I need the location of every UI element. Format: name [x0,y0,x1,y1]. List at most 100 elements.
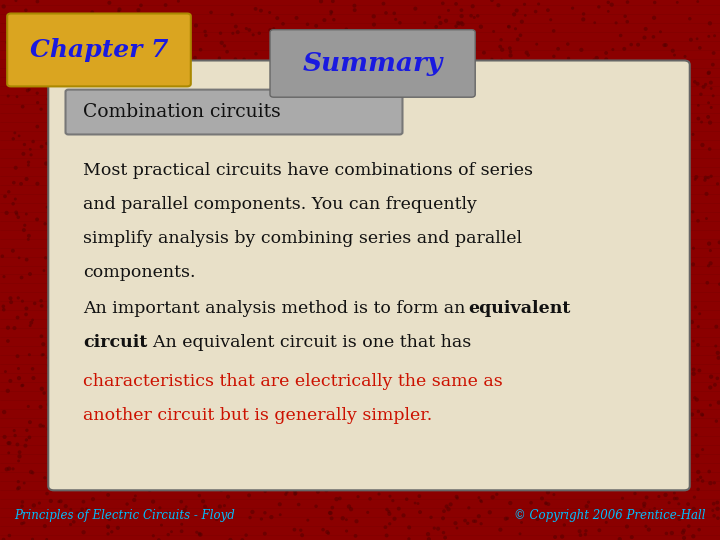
Point [70,65,81,73]
Point [296,221,307,230]
Point [261,85,272,94]
Point [634,165,645,173]
Point [490,162,502,171]
Point [668,296,680,305]
Point [248,255,260,264]
Point [237,536,248,540]
Point [495,327,506,335]
Point [14,253,25,262]
Point [447,391,459,400]
Point [318,211,329,220]
Point [460,352,472,361]
Point [71,434,83,443]
Point [663,498,675,507]
Point [328,99,339,107]
Point [270,185,282,194]
Point [284,424,295,433]
Point [700,80,711,89]
Point [415,354,426,362]
Point [178,508,189,517]
Point [582,498,594,507]
Point [642,368,653,376]
Point [93,63,104,71]
Point [648,192,660,201]
Point [481,215,492,224]
Point [607,366,618,375]
Point [183,77,194,85]
Point [77,454,89,462]
Point [623,199,634,207]
Point [27,374,39,382]
Point [265,218,276,227]
Point [368,355,379,364]
Point [440,17,451,25]
Point [615,240,626,249]
Point [543,330,554,339]
Point [636,428,647,437]
Point [501,456,513,465]
Point [503,22,514,31]
Point [375,474,387,482]
Point [573,387,585,396]
Point [100,319,112,327]
Point [310,22,322,30]
Point [263,154,274,163]
Point [47,14,58,23]
Point [173,354,184,363]
Point [164,22,176,31]
Point [424,166,436,174]
Point [692,217,703,225]
Point [419,191,431,200]
Point [210,64,221,72]
Point [486,72,498,81]
Point [163,372,175,381]
Point [351,96,363,105]
Point [670,360,681,369]
Point [593,3,605,11]
Point [510,355,521,364]
Point [207,57,218,66]
Point [615,122,626,130]
Point [119,53,130,62]
Point [505,93,517,102]
Point [644,100,655,109]
Point [639,481,651,489]
Point [607,171,618,179]
Point [664,178,675,186]
Point [282,32,293,40]
Point [201,218,212,226]
Point [186,102,197,110]
Point [248,125,260,134]
Point [383,248,395,257]
Point [350,531,361,540]
Point [608,351,620,360]
Point [84,334,96,343]
Point [269,322,280,331]
Point [281,232,292,240]
Point [173,0,184,5]
Point [206,242,217,251]
Point [462,60,473,69]
Point [543,500,554,509]
Point [600,210,611,219]
Point [507,263,518,272]
Point [13,457,24,465]
Point [75,267,86,275]
Point [540,89,552,97]
Point [713,399,720,407]
Point [657,119,669,127]
Point [181,436,193,444]
Point [572,172,584,181]
Point [559,387,570,396]
Point [546,129,557,138]
Point [632,157,644,165]
Point [189,53,201,62]
Point [153,186,164,194]
Point [602,323,613,332]
Point [705,383,716,392]
Point [192,380,204,389]
Point [666,529,678,537]
Point [10,164,22,172]
Point [307,204,318,213]
Point [628,162,639,171]
